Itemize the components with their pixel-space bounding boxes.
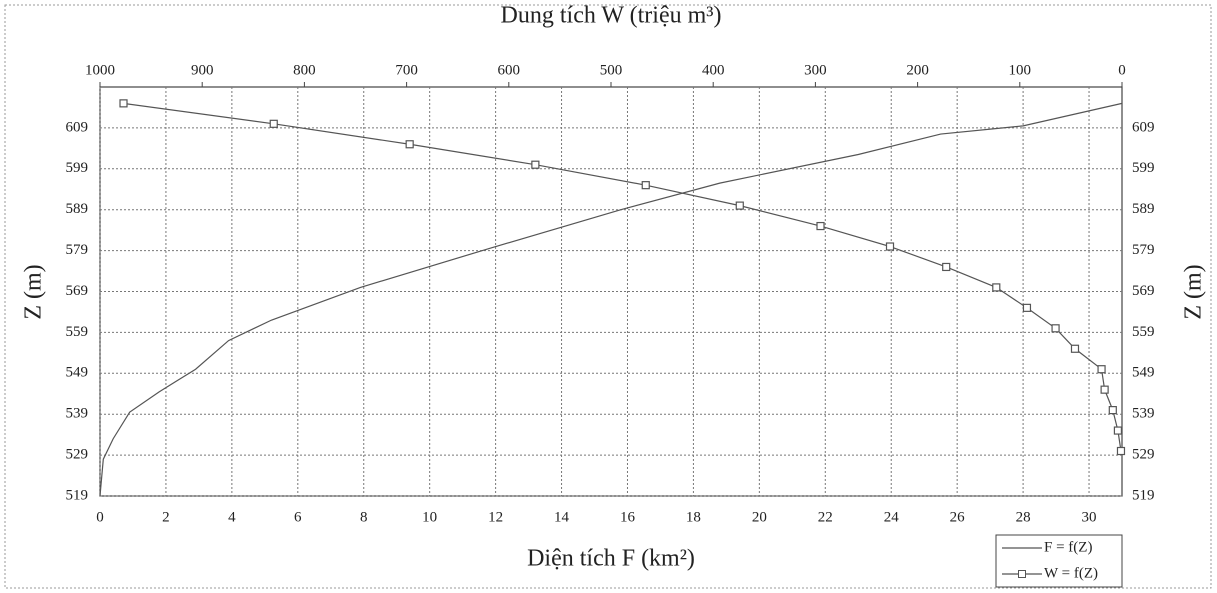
y2-tick-label: 579: [1132, 242, 1155, 258]
x2-tick-label: 700: [395, 62, 418, 78]
x2-tick-label: 100: [1009, 62, 1032, 78]
x-tick-label: 22: [818, 509, 833, 525]
y2-tick-label: 559: [1132, 324, 1155, 340]
marker: [942, 262, 951, 272]
top-axis-title: Dung tích W (triệu m³): [501, 3, 722, 29]
legend-box: [995, 534, 1123, 588]
right-axis-title: Z (m): [1181, 264, 1207, 319]
y-tick-label: 569: [66, 283, 89, 299]
y-tick-label: 609: [66, 119, 89, 135]
x-tick-label: 18: [686, 509, 701, 525]
y2-tick-label: 539: [1132, 406, 1155, 422]
marker: [531, 160, 540, 169]
x-tick-label: 10: [422, 509, 437, 525]
left-axis-title: Z (m): [21, 264, 47, 319]
y2-tick-label: 549: [1132, 365, 1155, 381]
x2-tick-label: 500: [600, 62, 623, 78]
x2-tick-label: 900: [191, 62, 214, 78]
x2-tick-label: 400: [702, 62, 725, 78]
y-tick-label: 559: [66, 324, 89, 340]
marker: [1097, 365, 1106, 374]
x2-tick-label: 300: [804, 62, 827, 78]
y-tick-label: 529: [66, 447, 89, 463]
marker: [119, 99, 128, 108]
marker: [1113, 426, 1123, 435]
x2-tick-label: 200: [906, 62, 929, 78]
marker: [992, 283, 1001, 292]
marker: [1116, 446, 1126, 456]
series-line: [99, 102, 1123, 497]
y-tick-label: 589: [66, 201, 89, 217]
marker: [1070, 344, 1080, 353]
marker: [641, 181, 650, 190]
legend-label: F = f(Z): [1044, 539, 1092, 555]
x-tick-label: 2: [162, 509, 170, 525]
x-tick-label: 20: [752, 509, 767, 525]
x-tick-label: 30: [1082, 509, 1097, 525]
x-tick-label: 24: [884, 509, 900, 525]
marker: [1022, 303, 1032, 312]
legend-label: W = f(Z): [1044, 565, 1098, 581]
x-tick-label: 8: [360, 509, 368, 525]
marker: [1100, 385, 1109, 394]
x2-tick-label: 1000: [85, 62, 115, 78]
x-tick-label: 0: [96, 509, 104, 525]
x-tick-label: 6: [294, 509, 302, 525]
marker: [1108, 406, 1117, 415]
x-tick-label: 28: [1016, 509, 1031, 525]
y2-tick-label: 589: [1132, 201, 1155, 217]
marker: [269, 119, 278, 128]
x-tick-label: 14: [554, 509, 570, 525]
marker: [405, 140, 414, 149]
marker: [816, 221, 825, 231]
y2-tick-label: 599: [1132, 160, 1155, 176]
y-tick-label: 539: [66, 406, 89, 422]
x-tick-label: 12: [488, 509, 503, 525]
y2-tick-label: 519: [1132, 487, 1155, 503]
x-tick-label: 26: [950, 509, 966, 525]
y-tick-label: 599: [66, 160, 89, 176]
x2-tick-label: 600: [498, 62, 521, 78]
y-tick-label: 549: [66, 365, 89, 381]
y-tick-label: 519: [66, 487, 89, 503]
marker: [1051, 324, 1060, 333]
y2-tick-label: 609: [1132, 119, 1155, 135]
x2-tick-label: 0: [1118, 62, 1126, 78]
y-tick-label: 579: [66, 242, 89, 258]
marker: [885, 242, 895, 251]
x-tick-label: 16: [620, 509, 636, 525]
frame: [4, 4, 1212, 589]
series-line: [123, 102, 1122, 452]
marker: [735, 201, 744, 210]
y2-tick-label: 529: [1132, 447, 1155, 463]
x-tick-label: 4: [228, 509, 236, 525]
legend-marker: [1018, 570, 1026, 578]
x2-tick-label: 800: [293, 62, 316, 78]
y2-tick-label: 569: [1132, 283, 1155, 299]
bottom-axis-title: Diện tích F (km²): [527, 546, 695, 572]
